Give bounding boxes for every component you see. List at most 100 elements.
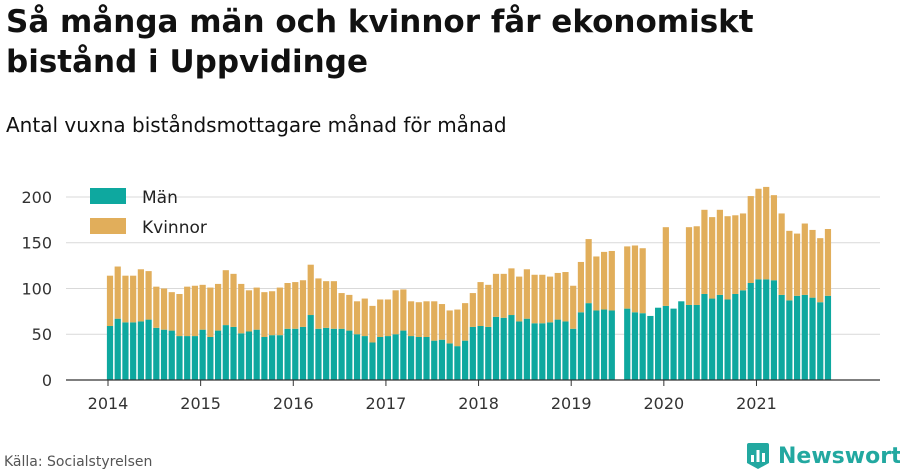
bar-women [739, 213, 747, 291]
bar-men [755, 279, 762, 380]
bar-men [801, 294, 808, 380]
bar-women [778, 213, 785, 295]
bar-women [724, 216, 731, 300]
bar-men [716, 294, 723, 380]
bar-women [793, 233, 801, 296]
bar-men [384, 336, 392, 380]
bar-women [377, 299, 384, 337]
legend-label: Män [142, 188, 178, 208]
bar-women [523, 269, 530, 319]
bar-men [701, 293, 708, 380]
bar-men [330, 328, 337, 380]
bar-women [462, 303, 469, 341]
bar-women [546, 276, 554, 323]
bar-women [168, 292, 175, 331]
bar-men [369, 342, 376, 380]
bar-men [145, 319, 152, 380]
bar-women [261, 292, 268, 337]
bar-men [593, 310, 600, 380]
bar-men [562, 321, 569, 380]
bar-men [462, 340, 469, 380]
bar-men [377, 336, 384, 380]
bar-women [469, 293, 476, 327]
bar-women [307, 264, 314, 316]
bar-men [824, 295, 832, 380]
bar-men [130, 322, 137, 380]
bar-women [269, 291, 276, 336]
bar-women [508, 268, 515, 316]
bar-women [384, 299, 392, 337]
bar-men [492, 316, 500, 380]
bar-women [446, 310, 453, 344]
bar-men [600, 309, 608, 380]
brand-logo[interactable]: Newsworthy [746, 440, 900, 472]
bar-men [770, 280, 778, 380]
x-tick-label: 2019 [551, 394, 592, 413]
bar-men [523, 318, 530, 380]
bar-men [137, 321, 144, 380]
bar-women [716, 209, 723, 295]
bar-women [392, 290, 399, 335]
bar-women [184, 286, 191, 337]
bar-women [477, 282, 484, 327]
bar-men [809, 297, 816, 380]
bar-women [330, 281, 337, 329]
axes: 0 50 100 150 200 2014 2015 2016 2017 2018 2019 2020… [21, 188, 880, 413]
bar-women [222, 270, 229, 326]
bars [106, 186, 832, 380]
bar-men [191, 336, 199, 380]
bar-men [392, 334, 399, 380]
bar-women [230, 273, 237, 327]
legend: Män Kvinnor [90, 188, 207, 238]
bar-men [222, 325, 229, 380]
bar-men [778, 294, 785, 380]
bar-men [793, 295, 801, 380]
bar-women [369, 305, 376, 343]
bar-women [516, 276, 523, 322]
bar-women [423, 301, 430, 337]
bar-men [554, 319, 561, 380]
bar-men [199, 329, 206, 380]
bar-women [315, 278, 322, 329]
bar-men [423, 336, 430, 380]
bar-men [253, 329, 260, 380]
legend-swatch [90, 188, 126, 204]
bar-men [647, 315, 654, 380]
bar-women [562, 272, 569, 322]
bar-men [546, 322, 554, 380]
bar-men [477, 326, 484, 380]
chart-subtitle: Antal vuxna biståndsmottagare månad för … [6, 113, 507, 137]
bar-men [685, 304, 693, 380]
bar-women [755, 188, 762, 280]
bar-women [685, 227, 693, 305]
bar-men [763, 279, 770, 380]
y-tick-label: 100 [21, 279, 52, 298]
bar-women [770, 195, 778, 281]
bar-women [801, 223, 808, 295]
bar-women [809, 229, 816, 298]
bar-women [284, 283, 291, 329]
bar-men [570, 328, 577, 380]
bar-women [361, 298, 368, 337]
y-tick-label: 150 [21, 234, 52, 253]
bar-men [238, 333, 245, 380]
bar-men [338, 328, 345, 380]
y-tick-label: 200 [21, 188, 52, 207]
bar-women [407, 301, 415, 337]
bar-men [176, 336, 183, 380]
bar-women [539, 274, 546, 324]
bar-women [608, 250, 615, 311]
bar-women [199, 284, 206, 330]
bar-men [114, 318, 121, 380]
bar-women [492, 273, 500, 317]
bar-men [539, 323, 546, 380]
bar-women [299, 280, 307, 327]
bar-women [353, 301, 361, 335]
bar-men [732, 293, 739, 380]
brand-name: Newsworthy [778, 443, 900, 469]
bar-women [191, 285, 199, 337]
bar-men [299, 326, 307, 380]
bar-men [438, 339, 446, 380]
bar-men [269, 335, 276, 380]
x-tick-label: 2015 [180, 394, 221, 413]
